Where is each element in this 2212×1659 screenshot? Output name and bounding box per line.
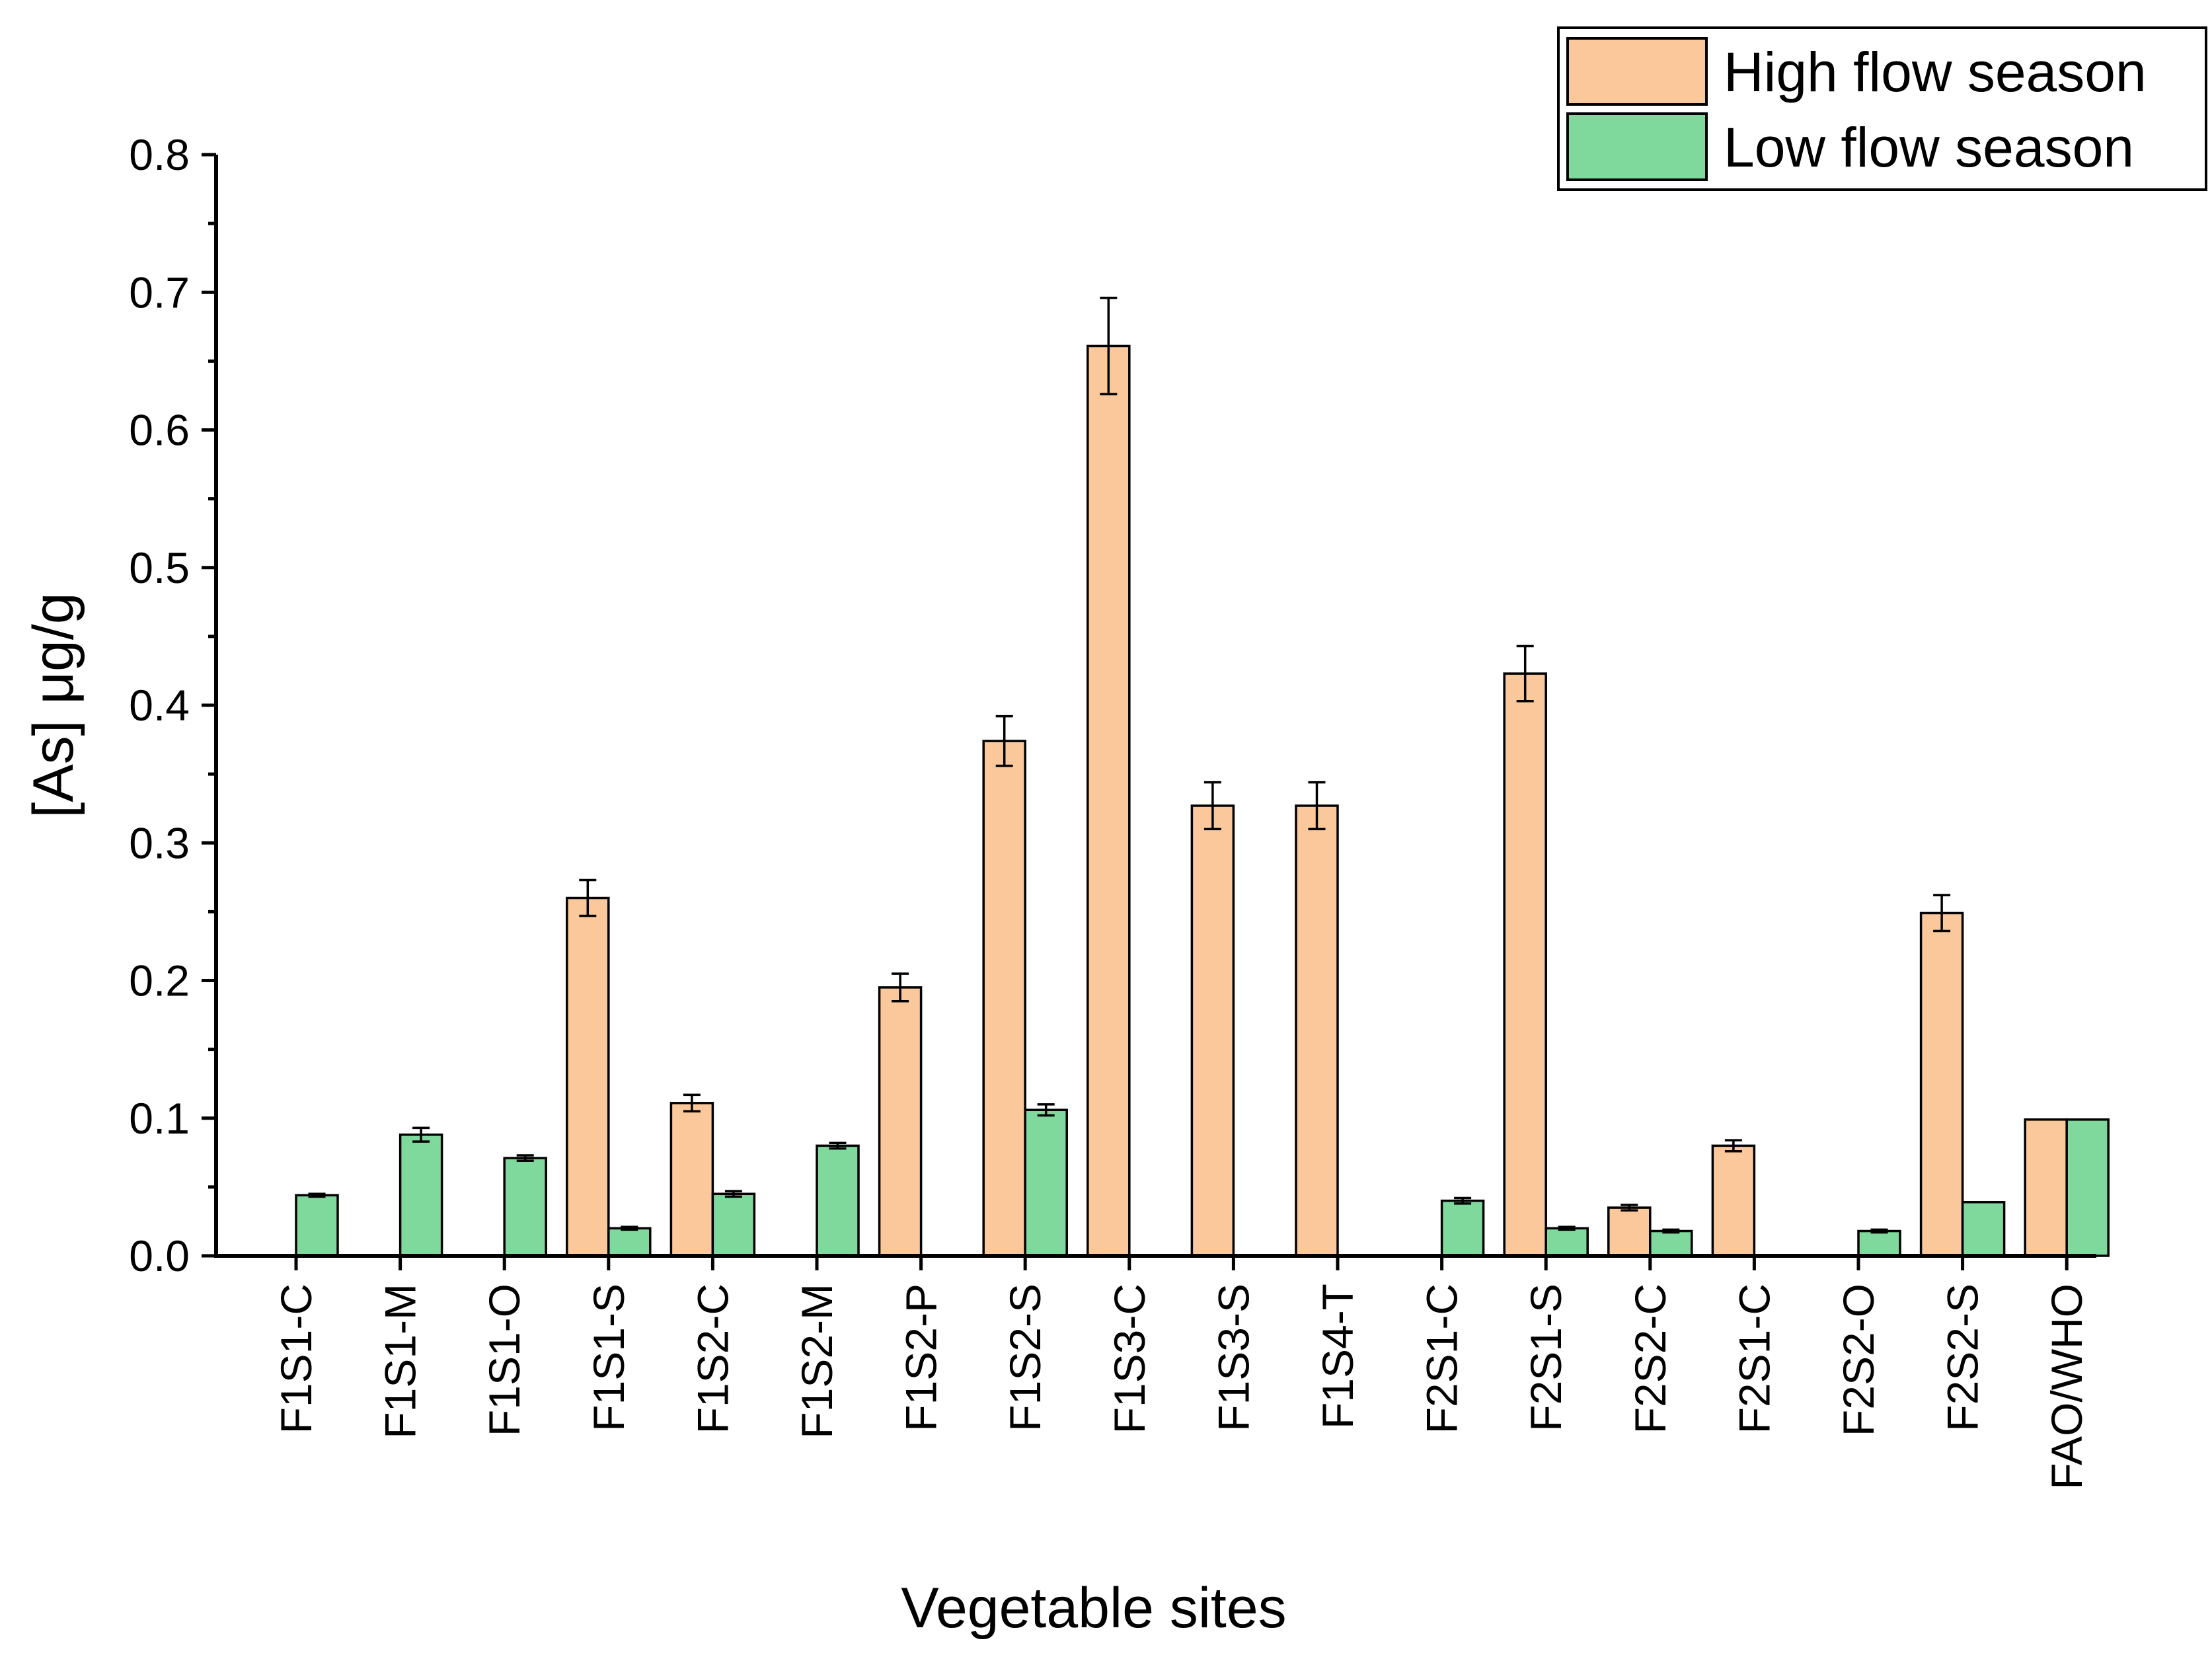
bar-low-F2S2-S [1961,1201,2006,1257]
bar-low-F1S1-S [607,1227,652,1257]
y-tick-label: 0.0 [129,1231,190,1280]
x-tick-label: F2S2-S [1938,1284,1987,1432]
x-labels-layer: F1S1-C F1S1-M F1S1-O F1S1-S F1S2-C F1S2-M F1S2… [272,1256,2091,1490]
bar-low-F2S1-C [1440,1199,1485,1257]
y-tick-label: 0.5 [129,543,190,592]
bar-high-F1S1-S [566,896,610,1257]
error-bar [1308,781,1326,831]
x-tick-label: F1S1-M [376,1284,425,1439]
bar-high-F1S2-P [878,986,923,1257]
bar-high-F1S3-S [1190,804,1235,1257]
x-tick-label: F1S2-S [1001,1284,1049,1432]
bar-low-F1S2-S [1024,1108,1068,1257]
y-tick-label: 0.2 [129,956,190,1005]
x-tick-label: F1S4-T [1313,1284,1362,1429]
y-tick-label: 0.7 [129,268,190,317]
bar-high-FAO/WHO [2024,1118,2068,1257]
axes-layer [214,155,2096,1258]
bar-low-F2S2-O [1857,1229,1901,1257]
error-bar [621,1225,638,1231]
legend-label-high-flow: High flow season [1724,41,2147,103]
y-tick-label: 0.6 [129,406,190,455]
error-bar [1454,1196,1472,1205]
bar-high-F2S2-S [1919,911,1964,1257]
x-tick-label: F2S1-C [1418,1284,1467,1434]
bar-low-F1S1-C [295,1194,339,1257]
error-bar [829,1141,847,1150]
x-tick-label: F1S3-C [1105,1284,1154,1434]
legend-label-low-flow: Low flow season [1724,116,2134,178]
error-bar [1662,1228,1680,1234]
y-tick-label: 0.3 [129,818,190,867]
legend-swatch-low-flow [1566,112,1708,181]
error-bar [412,1126,430,1143]
x-tick-label: F2S2-O [1834,1284,1883,1436]
error-bar [1516,644,1534,703]
x-tick-label: F1S1-O [480,1284,529,1436]
x-tick-label: F1S1-S [584,1284,633,1432]
x-tick-label: F1S2-M [792,1284,841,1439]
bar-high-F1S2-S [982,740,1026,1257]
y-axis-title: [As] μg/g [22,592,85,818]
bar-low-F1S2-C [711,1192,756,1257]
x-axis-title: Vegetable sites [901,1576,1286,1640]
bar-high-F2S1-S [1503,672,1547,1257]
x-tick-label: F2S1-S [1521,1284,1570,1432]
error-bar [1933,894,1951,933]
bar-low-F1S1-O [503,1157,547,1257]
y-tick-label: 0.8 [129,130,190,179]
error-bar [1870,1228,1888,1234]
error-bar [1037,1103,1055,1117]
x-tick-label: F1S2-P [897,1284,946,1432]
error-bar [516,1154,534,1163]
bar-high-F2S2-C [1607,1206,1652,1257]
error-bar [1100,296,1118,396]
y-tick-label: 0.4 [129,681,190,730]
bar-low-F2S1-S [1545,1227,1589,1257]
x-tick-label: F1S1-C [272,1284,321,1434]
x-tick-label: FAO/WHO [2042,1284,2091,1490]
error-bar [1724,1139,1742,1153]
error-bar [1621,1204,1638,1212]
error-bar [308,1192,326,1198]
x-tick-label: F2S1-C [1730,1284,1778,1434]
error-bar [724,1190,742,1198]
bar-high-F1S2-C [669,1102,714,1257]
error-bars-layer [308,296,1951,1234]
legend-swatch-high-flow [1566,37,1708,106]
error-bar [1558,1225,1576,1231]
error-bar [892,972,909,1003]
bar-high-F1S4-T [1295,804,1339,1257]
x-tick-label: F1S3-S [1209,1284,1258,1432]
bar-high-F1S3-C [1087,344,1131,1257]
y-ticks-layer: 0.0 0.1 0.2 0.3 0.4 0.5 0.6 0.7 0.8 [129,130,216,1280]
bar-low-F2S2-C [1649,1229,1693,1257]
bar-low-F1S2-M [816,1144,860,1257]
error-bar [1203,781,1221,831]
legend: High flow season Low flow season [1557,26,2207,191]
bars-layer [295,344,2110,1257]
x-tick-label: F1S2-C [688,1284,737,1434]
bar-low-F1S1-M [399,1133,443,1257]
error-bar [683,1093,701,1113]
bar-high-F2S1-C [1711,1144,1756,1257]
error-bar [579,878,597,917]
bar-low-FAO/WHO [2065,1118,2110,1257]
x-tick-label: F2S2-C [1626,1284,1675,1434]
error-bar [995,714,1013,767]
y-tick-label: 0.1 [129,1094,190,1143]
